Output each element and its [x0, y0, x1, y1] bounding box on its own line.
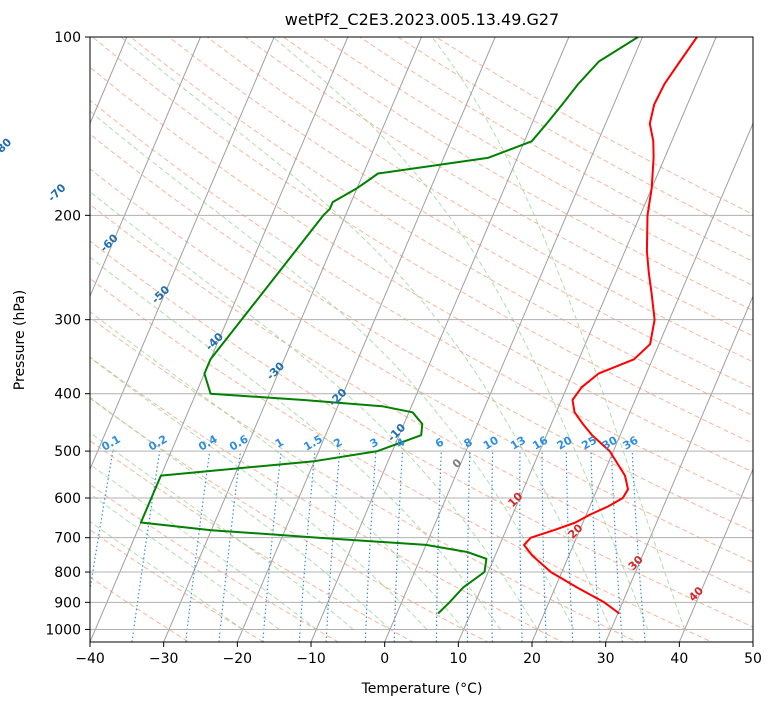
- x-tick-label: 30: [597, 651, 615, 667]
- x-tick-label: −40: [75, 651, 105, 667]
- background-lines: [90, 37, 753, 642]
- pressure-grid: [90, 37, 753, 630]
- y-axis-title: Pressure (hPa): [12, 290, 28, 390]
- dry-adiabat: [90, 397, 489, 642]
- x-tick-label: −20: [223, 651, 253, 667]
- y-tick-label: 900: [54, 595, 81, 611]
- temperature-profile: [523, 37, 698, 615]
- mixing-ratio-line: [631, 451, 646, 642]
- dry-adiabat: [91, 37, 753, 445]
- x-tick-label: 40: [670, 651, 688, 667]
- y-axis-ticks: 100 200 300 400 500 600 700 800 900 1000: [45, 30, 90, 638]
- isotherm-label: -80: [0, 135, 14, 158]
- mixing-ratio-line: [185, 451, 211, 642]
- profiles: [139, 37, 698, 615]
- moist-adiabat: [120, 37, 612, 630]
- mixing-ratio-line: [262, 451, 282, 642]
- isotherm-label: -70: [45, 181, 68, 204]
- isotherm: [678, 467, 753, 642]
- y-tick-label: 800: [54, 565, 81, 581]
- isotherm: [531, 122, 753, 642]
- x-tick-label: −10: [296, 651, 326, 667]
- dry-adiabat: [129, 37, 753, 417]
- y-tick-label: 500: [54, 444, 81, 460]
- plot-area: [90, 37, 753, 642]
- moist-adiabat: [90, 191, 538, 630]
- x-axis-ticks: −40 −30 −20 −10 0 10 20 30 40 50: [75, 642, 762, 667]
- moist-adiabat: [90, 356, 428, 630]
- isotherm: [90, 37, 201, 298]
- dry-adiabat: [90, 529, 265, 642]
- moist-adiabat: [272, 37, 649, 630]
- y-tick-label: 400: [54, 387, 81, 403]
- moist-adiabat: [90, 110, 575, 630]
- isotherm: [605, 295, 753, 642]
- isotherm: [163, 37, 422, 642]
- x-tick-label: 20: [523, 651, 541, 667]
- plot-frame: [89, 36, 754, 643]
- mixing-ratio-line: [298, 451, 316, 642]
- dry-adiabat: [90, 356, 564, 642]
- isotherm: [90, 37, 275, 471]
- dewpoint-profile: [139, 37, 639, 615]
- mixing-ratio-line: [218, 451, 242, 642]
- y-tick-label: 300: [54, 313, 81, 329]
- dry-adiabat: [90, 483, 340, 642]
- dry-adiabat: [90, 203, 753, 595]
- dry-adiabat: [90, 66, 753, 473]
- moist-adiabat: [90, 256, 501, 630]
- moist-adiabat: [90, 520, 243, 630]
- isotherm: [236, 37, 496, 642]
- isotherm: [310, 37, 570, 642]
- isotherm: [457, 37, 717, 642]
- dry-adiabat: [90, 277, 713, 642]
- moist-adiabat: [90, 310, 465, 630]
- dry-adiabat: [90, 316, 639, 642]
- x-axis-title: Temperature (°C): [361, 681, 483, 697]
- dry-adiabat: [90, 440, 415, 642]
- dry-adiabat: [168, 37, 753, 389]
- isotherm: [752, 640, 753, 642]
- x-tick-label: −30: [149, 651, 179, 667]
- isotherm: [384, 37, 643, 642]
- y-tick-label: 700: [54, 531, 81, 547]
- x-tick-label: 10: [449, 651, 467, 667]
- isotherm: [90, 37, 349, 642]
- x-tick-label: 50: [744, 651, 762, 667]
- moist-adiabat: [90, 463, 317, 630]
- y-tick-label: 200: [54, 208, 81, 224]
- chart-title: wetPf2_C2E3.2023.005.13.49.G27: [285, 10, 559, 30]
- y-tick-label: 100: [54, 30, 81, 46]
- dry-adiabat: [90, 99, 753, 502]
- x-tick-label: 0: [380, 651, 389, 667]
- dry-adiabat: [90, 240, 753, 628]
- moist-adiabat: [431, 37, 686, 630]
- y-tick-label: 600: [54, 491, 81, 507]
- y-tick-label: 1000: [45, 622, 81, 638]
- dry-adiabat: [90, 133, 753, 533]
- moist-adiabat: [90, 431, 354, 630]
- mixing-ratio-line: [90, 450, 114, 594]
